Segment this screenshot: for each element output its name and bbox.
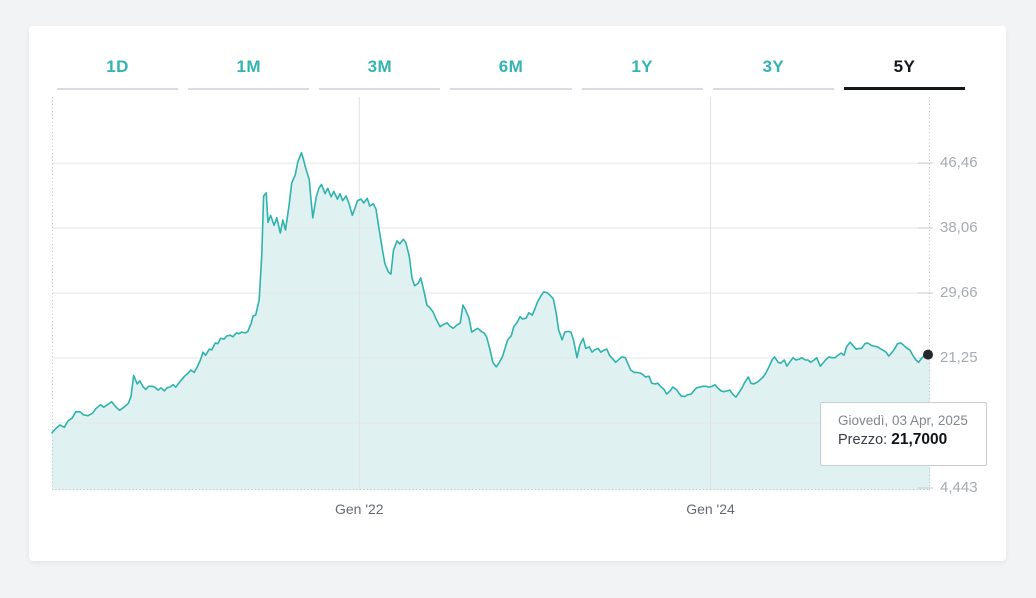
- period-tabs: 1D 1M 3M 6M 1Y 3Y 5Y: [52, 56, 970, 90]
- tooltip-price: Prezzo: 21,7000: [838, 431, 974, 449]
- tab-3y[interactable]: 3Y: [708, 56, 839, 90]
- tab-1m[interactable]: 1M: [183, 56, 314, 90]
- tab-6m[interactable]: 6M: [445, 56, 576, 90]
- area-fill: [52, 153, 930, 490]
- y-axis-tick-label: 38,06: [940, 219, 978, 236]
- tooltip-date: Giovedì, 03 Apr, 2025: [838, 413, 974, 428]
- tab-label: 1M: [237, 56, 261, 77]
- page-background: 1D 1M 3M 6M 1Y 3Y 5Y 46,46 38,06 29,66 21,25 4,443…: [0, 0, 1036, 598]
- x-axis-labels: Gen '22 Gen '24: [52, 501, 930, 521]
- tab-label: 6M: [499, 56, 523, 77]
- chart-plot[interactable]: [52, 97, 930, 490]
- y-axis-tick-label: 21,25: [940, 349, 978, 366]
- tab-label: 1D: [106, 56, 129, 77]
- tab-label: 5Y: [894, 56, 916, 77]
- x-axis-tick-label: Gen '22: [335, 501, 384, 517]
- chart-card: 1D 1M 3M 6M 1Y 3Y 5Y 46,46 38,06 29,66 21,25 4,443…: [29, 26, 1006, 561]
- price-chart: 46,46 38,06 29,66 21,25 4,443 Gen '22 Gen '24…: [52, 97, 1002, 557]
- tab-underline: [450, 88, 571, 90]
- tab-underline: [844, 87, 965, 90]
- tab-underline: [582, 88, 703, 90]
- tab-3m[interactable]: 3M: [314, 56, 445, 90]
- tooltip-price-value: 21,7000: [891, 431, 947, 448]
- x-axis-tick-label: Gen '24: [686, 501, 735, 517]
- tab-underline: [188, 88, 309, 90]
- tab-label: 3M: [368, 56, 392, 77]
- tab-underline: [57, 88, 178, 90]
- y-axis-tick-label: 29,66: [940, 284, 978, 301]
- tab-1d[interactable]: 1D: [52, 56, 183, 90]
- y-axis-tick-label: 4,443: [940, 479, 978, 496]
- tab-label: 1Y: [631, 56, 653, 77]
- tab-label: 3Y: [762, 56, 784, 77]
- y-axis-tick-label: 46,46: [940, 154, 978, 171]
- tab-underline: [319, 88, 440, 90]
- endpoint-marker: [923, 350, 933, 360]
- tab-1y[interactable]: 1Y: [577, 56, 708, 90]
- tooltip-price-label: Prezzo:: [838, 432, 887, 448]
- tab-5y[interactable]: 5Y: [839, 56, 970, 90]
- tab-underline: [713, 88, 834, 90]
- price-tooltip: Giovedì, 03 Apr, 2025 Prezzo: 21,7000: [820, 402, 987, 466]
